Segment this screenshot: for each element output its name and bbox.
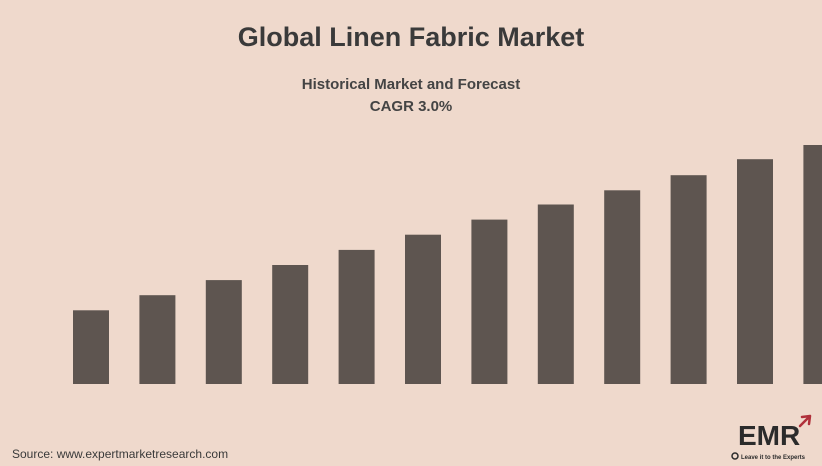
bar-11 <box>737 159 773 384</box>
bar-3 <box>205 280 242 384</box>
chart-subtitle: Historical Market and Forecast <box>301 76 521 93</box>
bar-6 <box>405 234 441 384</box>
bar-5 <box>338 249 375 384</box>
bar-1 <box>73 310 109 384</box>
bar-7 <box>471 219 508 384</box>
source-note: Source: www.expertmarketresearch.com <box>12 447 229 461</box>
emr-logo: EMR Leave it to the Experts <box>731 414 812 461</box>
chart-title: Global Linen Fabric Market <box>237 22 585 52</box>
bar-2 <box>139 295 176 384</box>
svg-text:Leave it to the Experts: Leave it to the Experts <box>741 455 806 461</box>
svg-text:EMR: EMR <box>738 420 800 451</box>
chart-cagr: CAGR 3.0% <box>369 98 453 115</box>
bar-12 <box>803 145 822 384</box>
bar-8 <box>537 204 574 384</box>
bar-10 <box>670 175 707 384</box>
bar-9 <box>604 190 641 384</box>
bar-4 <box>272 265 309 384</box>
